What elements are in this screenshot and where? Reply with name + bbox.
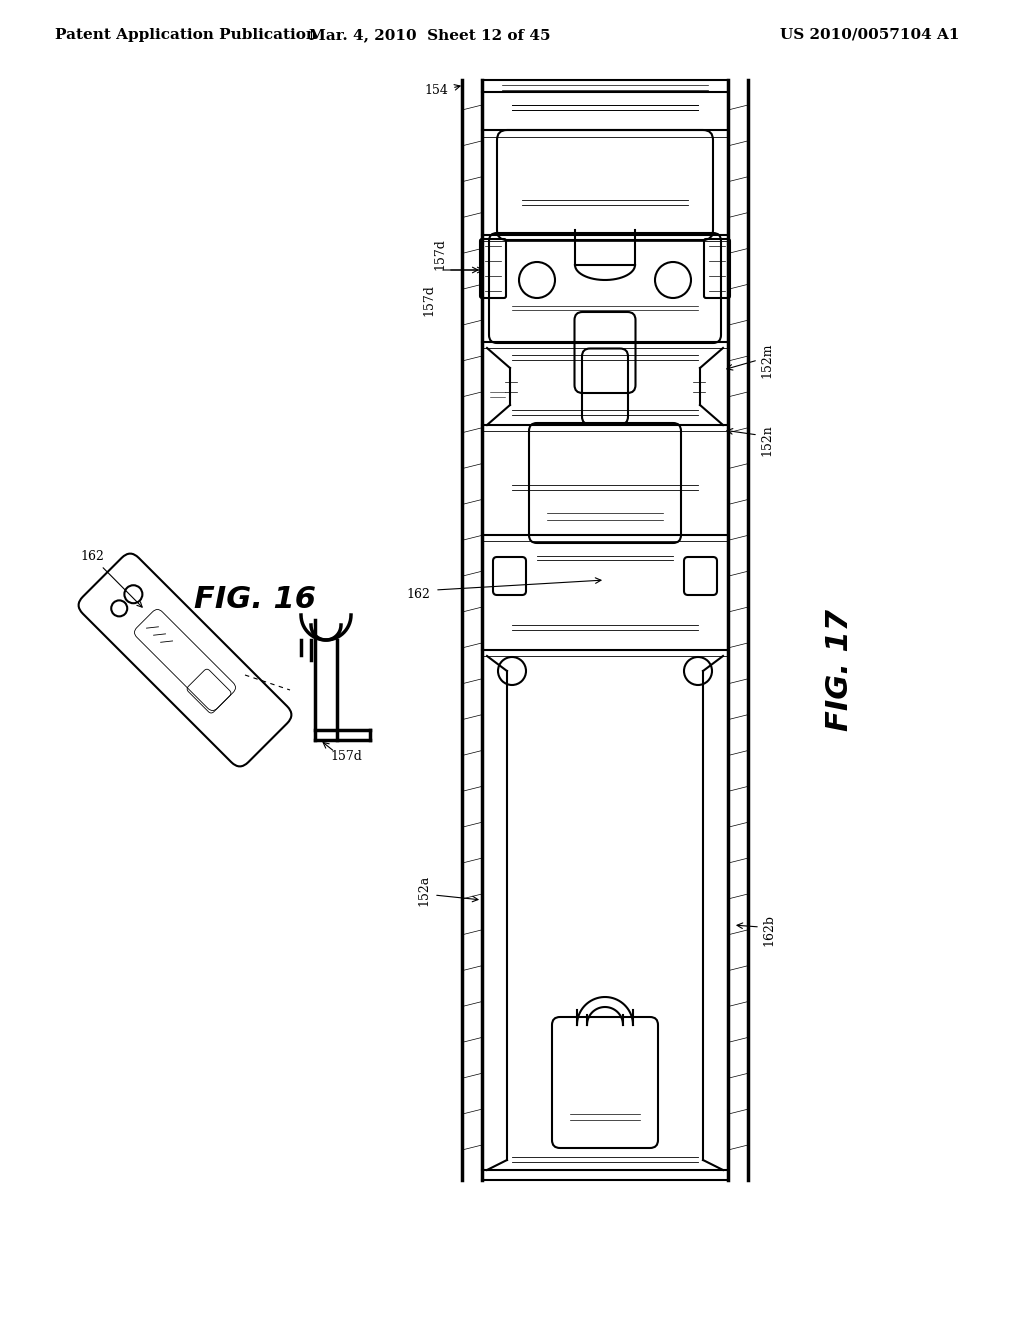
Text: US 2010/0057104 A1: US 2010/0057104 A1 xyxy=(780,28,959,42)
Text: 154: 154 xyxy=(424,83,449,96)
Text: FIG. 16: FIG. 16 xyxy=(194,586,316,615)
Text: 157d: 157d xyxy=(330,750,361,763)
Text: 162: 162 xyxy=(407,589,430,602)
Text: FIG. 17: FIG. 17 xyxy=(825,609,854,731)
Text: 162: 162 xyxy=(80,550,142,607)
Text: Mar. 4, 2010  Sheet 12 of 45: Mar. 4, 2010 Sheet 12 of 45 xyxy=(309,28,551,42)
Text: 152n: 152n xyxy=(760,424,773,455)
Text: 157d: 157d xyxy=(422,284,435,315)
Text: 162b: 162b xyxy=(762,913,775,946)
Text: 152m: 152m xyxy=(760,342,773,378)
Text: Patent Application Publication: Patent Application Publication xyxy=(55,28,317,42)
Text: 152a: 152a xyxy=(417,874,430,906)
Text: 157d: 157d xyxy=(433,238,446,271)
